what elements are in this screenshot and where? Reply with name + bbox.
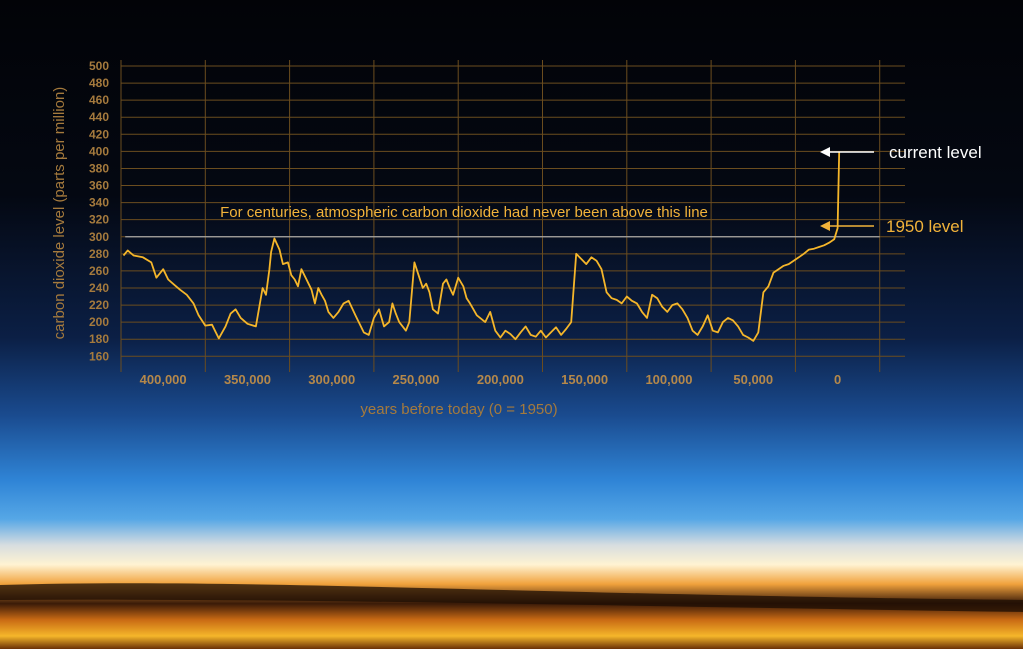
y-tick-label: 180: [89, 332, 109, 346]
y-tick-label: 460: [89, 93, 109, 107]
co2-series-line: [122, 151, 841, 342]
y-tick-label: 500: [89, 59, 109, 73]
x-tick-label: 400,000: [140, 372, 187, 387]
x-axis-ticks: 400,000 350,000 300,000 250,000 200,000 150,0…: [140, 372, 842, 387]
1950-level-arrowhead: [820, 221, 830, 231]
current-level-label: current level: [889, 143, 982, 162]
y-tick-label: 160: [89, 349, 109, 363]
y-tick-label: 480: [89, 76, 109, 90]
x-tick-label: 250,000: [393, 372, 440, 387]
y-tick-label: 280: [89, 247, 109, 261]
y-tick-label: 380: [89, 161, 109, 175]
y-tick-label: 420: [89, 127, 109, 141]
y-tick-label: 220: [89, 298, 109, 312]
x-tick-label: 200,000: [477, 372, 524, 387]
threshold-label: For centuries, atmospheric carbon dioxid…: [220, 204, 708, 221]
1950-level-label: 1950 level: [886, 217, 964, 236]
x-tick-label: 150,000: [561, 372, 608, 387]
y-tick-label: 440: [89, 110, 109, 124]
y-axis-ticks: 160 180 200 220 240 260 280 300 320 340 360 380 400 4…: [89, 59, 109, 363]
y-tick-label: 260: [89, 264, 109, 278]
y-tick-label: 200: [89, 315, 109, 329]
x-tick-label: 300,000: [308, 372, 355, 387]
current-level-annotation: current level: [820, 143, 982, 162]
y-tick-label: 300: [89, 230, 109, 244]
x-tick-label: 350,000: [224, 372, 271, 387]
x-tick-label: 0: [834, 372, 841, 387]
y-tick-label: 400: [89, 144, 109, 158]
x-tick-label: 100,000: [645, 372, 692, 387]
current-level-arrowhead: [820, 147, 830, 157]
y-tick-label: 240: [89, 281, 109, 295]
y-tick-label: 360: [89, 179, 109, 193]
x-tick-label: 50,000: [733, 372, 773, 387]
1950-level-annotation: 1950 level: [820, 217, 964, 236]
y-tick-label: 340: [89, 196, 109, 210]
y-tick-label: 320: [89, 213, 109, 227]
y-axis-label: carbon dioxide level (parts per million): [51, 87, 68, 340]
x-axis-label: years before today (0 = 1950): [360, 401, 557, 418]
